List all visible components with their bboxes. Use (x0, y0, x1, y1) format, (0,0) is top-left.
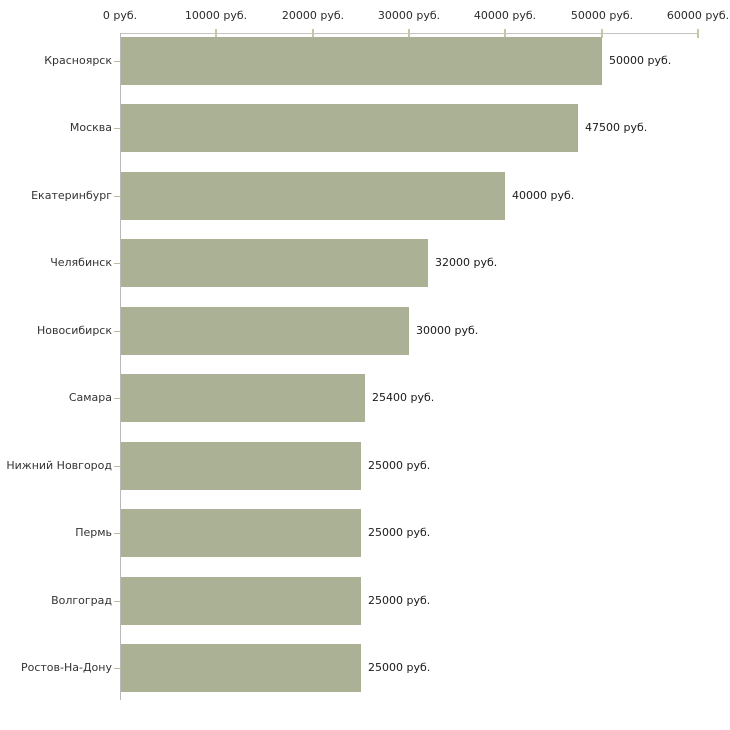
value-label: 25000 руб. (368, 526, 431, 539)
value-label: 25400 руб. (372, 391, 435, 404)
y-axis-tick-mark (114, 533, 120, 534)
category-label: Екатеринбург (31, 189, 112, 202)
category-label: Самара (68, 391, 112, 404)
bar (121, 104, 578, 152)
category-label: Красноярск (44, 54, 112, 67)
category-label: Волгоград (51, 594, 112, 607)
category-label: Нижний Новгород (6, 459, 112, 472)
y-axis-tick-mark (114, 196, 120, 197)
bar (121, 239, 428, 287)
category-label: Москва (69, 121, 112, 134)
value-label: 50000 руб. (609, 54, 672, 67)
value-label: 32000 руб. (435, 256, 498, 269)
y-axis-tick-mark (114, 61, 120, 62)
value-label: 30000 руб. (416, 324, 479, 337)
value-label: 40000 руб. (512, 189, 575, 202)
y-axis-tick-mark (114, 601, 120, 602)
x-axis-tick-mark (504, 29, 506, 38)
x-axis-tick-mark (312, 29, 314, 38)
bar (121, 37, 602, 85)
x-axis-tick-label: 30000 руб. (377, 9, 441, 22)
x-axis-tick-label: 50000 руб. (570, 9, 634, 22)
y-axis-tick-mark (114, 331, 120, 332)
category-label: Челябинск (50, 256, 112, 269)
x-axis-tick-mark (697, 29, 699, 38)
y-axis-tick-mark (114, 398, 120, 399)
x-axis-tick-label: 10000 руб. (184, 9, 248, 22)
x-axis-tick-label: 0 руб. (102, 9, 138, 22)
bar (121, 577, 361, 625)
x-axis-tick-label: 40000 руб. (473, 9, 537, 22)
bar (121, 307, 409, 355)
y-axis-tick-mark (114, 466, 120, 467)
x-axis-tick-mark (215, 29, 217, 38)
category-label: Пермь (75, 526, 112, 539)
category-label: Ростов-На-Дону (20, 661, 112, 674)
x-axis-tick-mark (601, 29, 603, 38)
bar (121, 374, 365, 422)
bar (121, 172, 505, 220)
y-axis-tick-mark (114, 263, 120, 264)
category-label: Новосибирск (36, 324, 112, 337)
value-label: 25000 руб. (368, 459, 431, 472)
x-axis-tick-label: 60000 руб. (666, 9, 730, 22)
value-label: 25000 руб. (368, 594, 431, 607)
y-axis-tick-mark (114, 128, 120, 129)
y-axis-tick-mark (114, 668, 120, 669)
bar (121, 644, 361, 692)
x-axis-tick-mark (408, 29, 410, 38)
y-axis-line (120, 33, 121, 700)
bar (121, 442, 361, 490)
value-label: 47500 руб. (585, 121, 648, 134)
bar (121, 509, 361, 557)
value-label: 25000 руб. (368, 661, 431, 674)
x-axis-tick-label: 20000 руб. (281, 9, 345, 22)
